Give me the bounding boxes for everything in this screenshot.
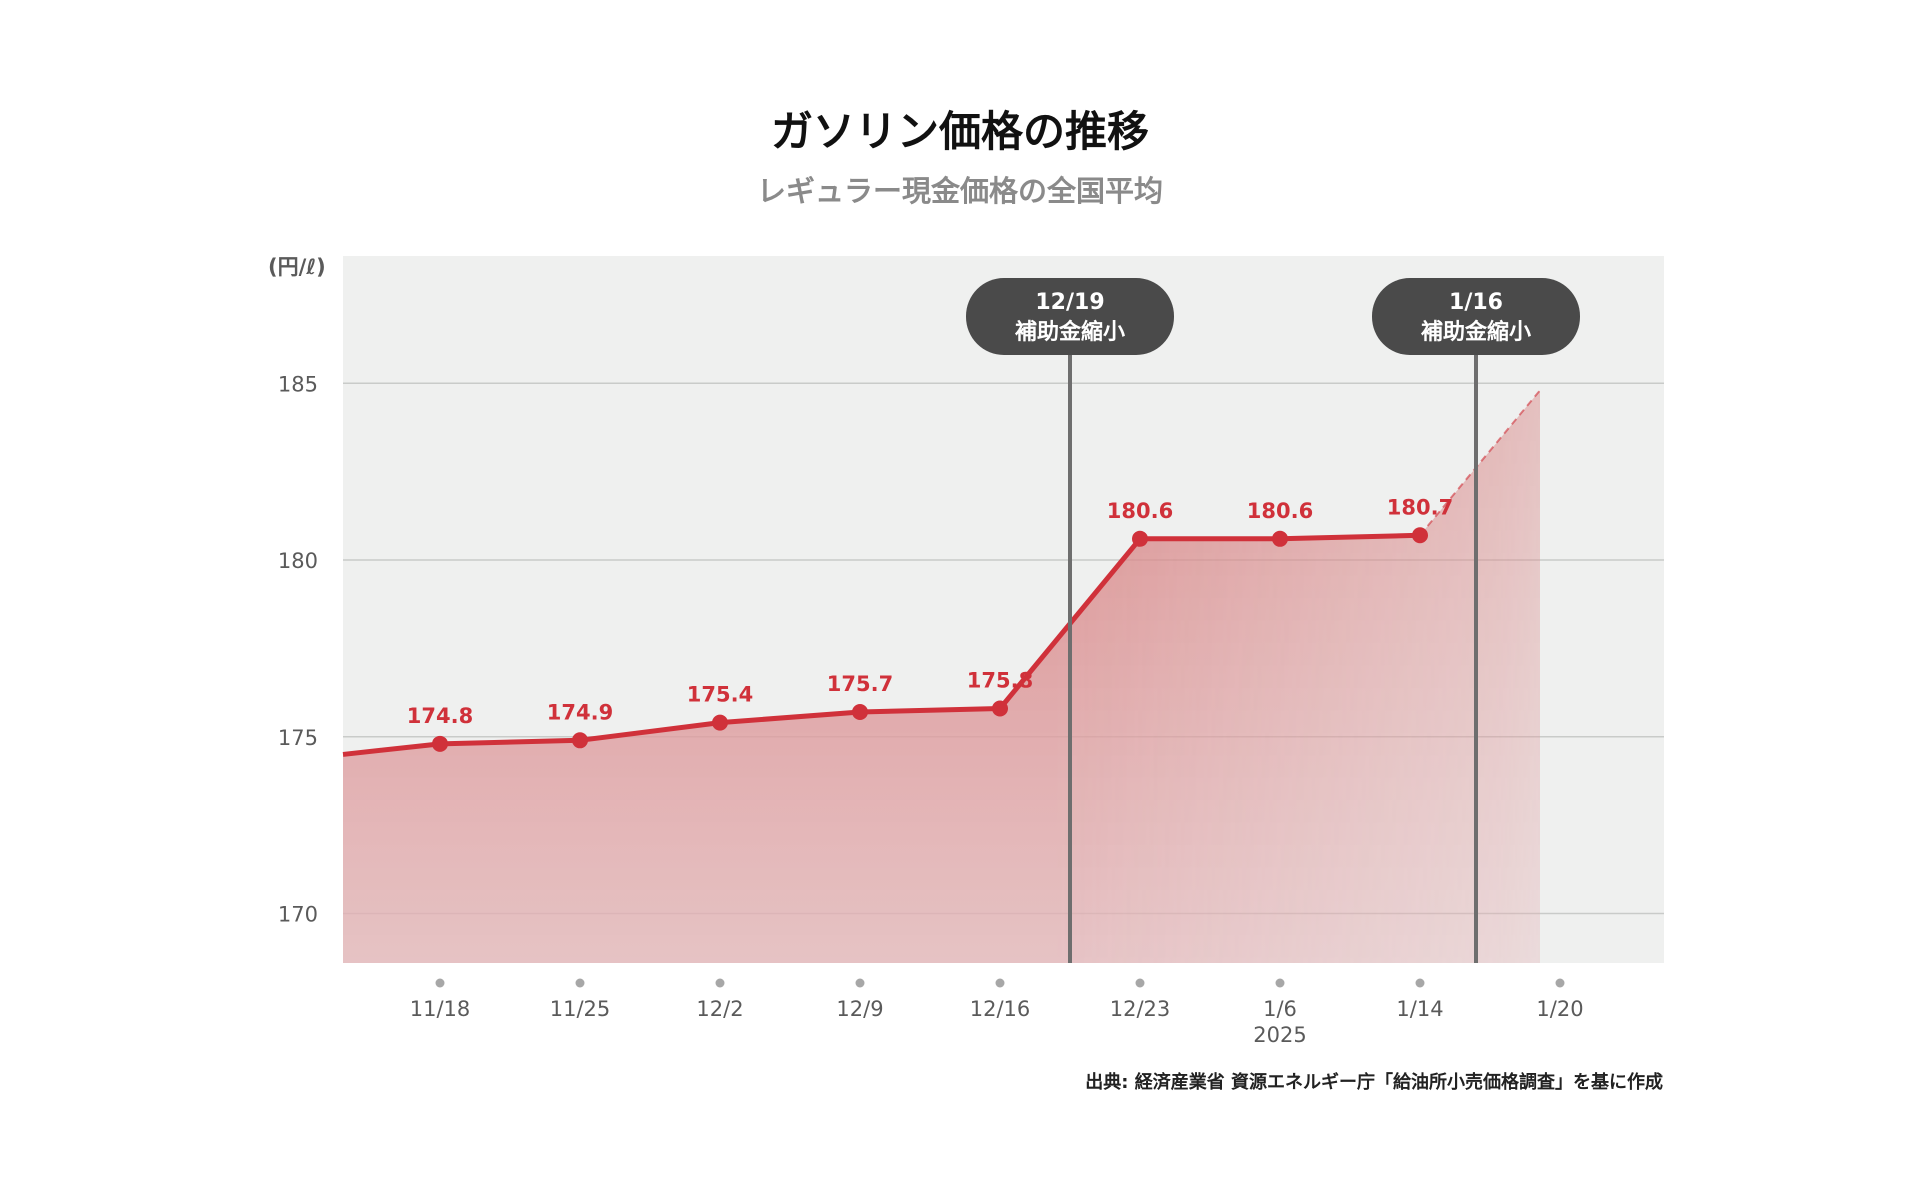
x-tick-label: 11/25 (550, 997, 611, 1021)
data-label: 175.7 (827, 672, 893, 696)
data-point (572, 732, 588, 749)
area-fill (343, 390, 1540, 963)
data-point (1412, 527, 1428, 544)
data-label: 175.4 (687, 683, 753, 707)
x-tick-dot (1275, 978, 1285, 988)
annotation-label: 補助金縮小 (1420, 319, 1531, 345)
source-note: 出典: 経済産業省 資源エネルギー庁「給油所小売価格調査」を基に作成 (1085, 1072, 1663, 1093)
x-tick-label: 11/18 (410, 997, 471, 1021)
x-tick-dot (1555, 978, 1565, 988)
x-tick-label: 1/14 (1396, 997, 1443, 1021)
data-point (1272, 530, 1288, 547)
x-tick-dot (855, 978, 865, 988)
data-label: 175.8 (967, 668, 1033, 692)
x-tick-label: 1/20 (1536, 997, 1583, 1021)
data-point (852, 704, 868, 721)
data-label: 180.6 (1107, 499, 1173, 523)
annotation-date: 12/19 (1035, 290, 1104, 315)
data-label: 180.6 (1247, 499, 1313, 523)
x-year-label: 2025 (1253, 1023, 1306, 1047)
x-tick-dot (1135, 978, 1145, 988)
annotation-date: 1/16 (1449, 290, 1503, 315)
x-tick-dot (1415, 978, 1425, 988)
x-tick-label: 12/23 (1110, 997, 1171, 1021)
y-axis-unit: (円/ℓ) (268, 255, 326, 279)
y-tick-label: 170 (278, 903, 318, 927)
data-point (992, 700, 1008, 717)
data-label: 174.8 (407, 704, 473, 728)
x-tick-dot (575, 978, 585, 988)
data-label: 174.9 (547, 700, 613, 724)
annotation-pill (1372, 278, 1580, 355)
data-point (432, 735, 448, 752)
x-tick-dot (435, 978, 445, 988)
x-tick-dot (715, 978, 725, 988)
x-tick-label: 1/6 (1263, 997, 1297, 1021)
x-tick-dot (995, 978, 1005, 988)
y-tick-label: 185 (278, 372, 318, 396)
x-tick-label: 12/9 (836, 997, 883, 1021)
y-tick-label: 175 (278, 726, 318, 750)
annotation-pill (966, 278, 1174, 355)
x-tick-label: 12/2 (696, 997, 743, 1021)
data-point (1132, 530, 1148, 547)
data-label: 180.7 (1387, 495, 1453, 519)
x-tick-label: 12/16 (970, 997, 1031, 1021)
projection-line (1419, 389, 1541, 536)
annotation-label: 補助金縮小 (1014, 319, 1125, 345)
data-point (712, 714, 728, 731)
chart-subtitle: レギュラー現金価格の全国平均 (756, 174, 1163, 208)
chart-title: ガソリン価格の推移 (770, 107, 1149, 156)
area-fill-group (343, 390, 1540, 963)
y-tick-label: 180 (278, 549, 318, 573)
